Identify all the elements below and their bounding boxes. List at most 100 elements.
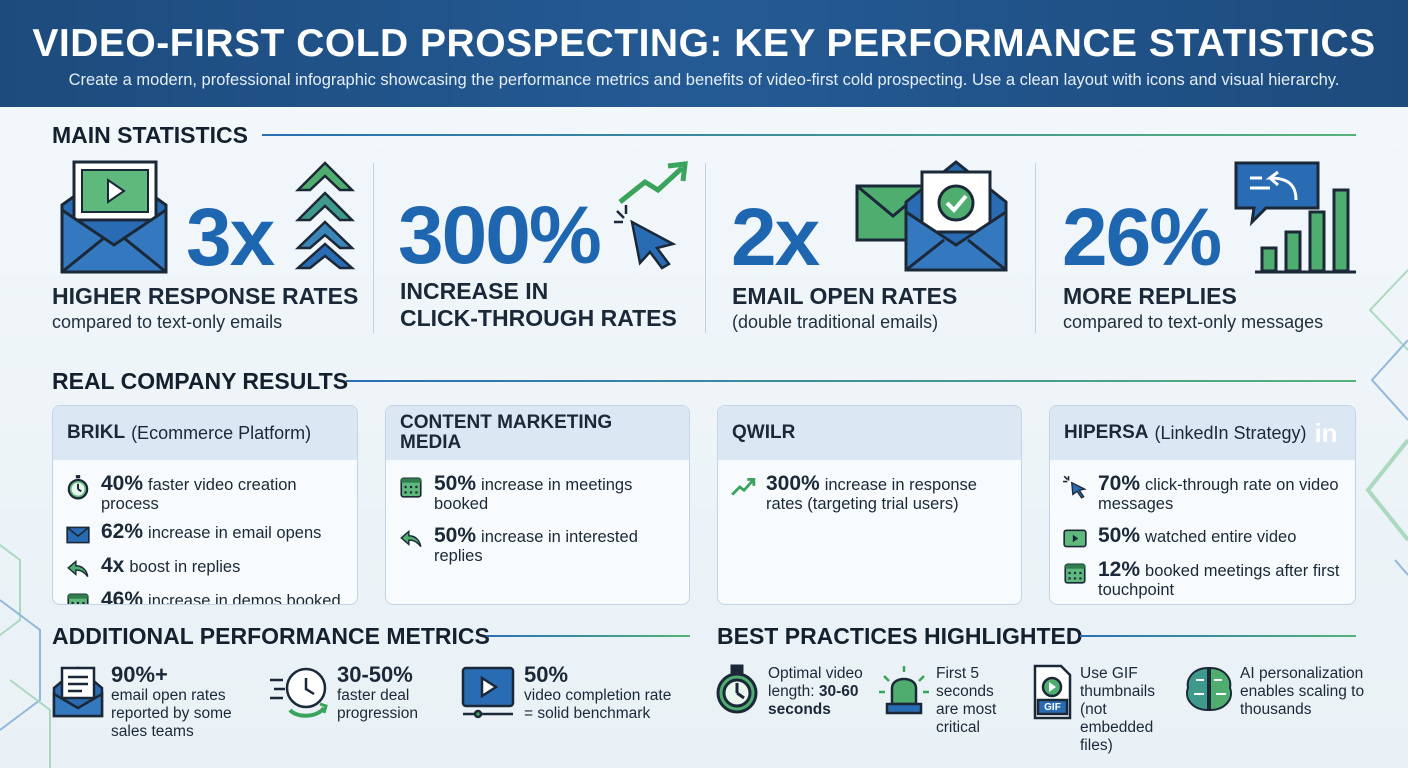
gif-file-icon — [1033, 664, 1072, 720]
practice: AI personalization enables scaling to th… — [1240, 665, 1365, 718]
result: 50% watched entire video — [1062, 524, 1341, 552]
company-detail: (LinkedIn Strategy) — [1154, 422, 1307, 443]
result-value: 12% — [1098, 558, 1141, 581]
gif-label: GIF — [1044, 702, 1061, 713]
envelopes-check-icon — [855, 160, 1008, 272]
stopwatch-icon — [716, 664, 758, 714]
linkedin-text: in — [1314, 418, 1338, 448]
result: 12% booked meetings after first touchpoin… — [1062, 558, 1341, 600]
section-heading: BEST PRACTICES HIGHLIGHTED — [717, 623, 1083, 649]
result: 46% increase in demos booked — [65, 588, 343, 605]
result: 70% click-through rate on video messages — [1062, 472, 1341, 514]
result: 62% increase in email opens — [65, 521, 343, 548]
card-header: QWILR — [718, 406, 1021, 460]
stat-value: 26% — [1062, 192, 1222, 283]
icon — [398, 474, 424, 500]
open-mail-icon — [52, 666, 104, 718]
stat-note: compared to text-only emails — [52, 312, 283, 332]
company-card: QWILR 300% increase in response rates (ta… — [717, 405, 1022, 605]
stat-label: INCREASE IN CLICK-THROUGH RATES — [400, 278, 677, 332]
video-envelope-icon — [60, 160, 168, 274]
stat-label: EMAIL OPEN RATES — [732, 283, 957, 310]
company-name: QWILR — [732, 422, 796, 443]
practice-text: Optimal video length: — [768, 665, 863, 700]
result-text: increase in interested replies — [434, 528, 638, 565]
company-name: CONTENT MARKETING MEDIA — [400, 412, 613, 453]
stat-label-line: MORE REPLIES — [1063, 283, 1237, 309]
icon — [730, 474, 756, 500]
video-player-icon — [461, 666, 515, 719]
company-name: HIPERSA — [1064, 422, 1149, 443]
result-value: 4x — [101, 554, 125, 577]
icon — [65, 474, 91, 500]
heading-rule — [486, 635, 690, 637]
result: 300% increase in response rates (targetin… — [730, 472, 1007, 514]
result: 4x boost in replies — [65, 554, 343, 582]
result: 50% increase in interested replies — [398, 524, 675, 566]
stat-label-line: INCREASE IN — [400, 278, 549, 304]
result-text: watched entire video — [1145, 528, 1297, 546]
icon — [398, 526, 424, 552]
brain-icon — [1186, 666, 1232, 712]
icon — [1062, 474, 1088, 500]
result-value: 70% — [1098, 472, 1141, 495]
company-card: CONTENT MARKETING MEDIA 50% increase in m… — [385, 405, 690, 605]
result-text: increase in meetings booked — [434, 476, 633, 513]
stat-note: (double traditional emails) — [732, 312, 939, 332]
result-text: boost in replies — [129, 558, 241, 576]
stat-label-line: EMAIL OPEN RATES — [732, 283, 958, 309]
stat-label: MORE REPLIES — [1063, 283, 1237, 310]
result-text: faster video creation process — [101, 476, 297, 513]
subtitle: Create a modern, professional infographi… — [68, 71, 1340, 89]
result-text: increase in email opens — [148, 524, 322, 542]
result-value: 46% — [101, 588, 144, 605]
practice: Use GIF thumbnails (not embedded files) — [1080, 665, 1155, 754]
card-header: BRIKL (Ecommerce Platform) — [53, 406, 357, 460]
up-arrows-icon — [294, 161, 356, 270]
metric: 90%+ email open rates reported by some sa… — [111, 663, 251, 741]
metric-text: email open rates reported by some sales … — [111, 687, 232, 740]
trend-cursor-icon — [614, 161, 688, 270]
result-text: booked meetings after first touchpoint — [1098, 562, 1340, 599]
stat-label-line: HIGHER RESPONSE RATES — [52, 283, 359, 309]
card-header: HIPERSA (LinkedIn Strategy) — [1050, 406, 1355, 460]
icon — [1062, 560, 1088, 586]
stat-value: 3x — [186, 192, 275, 283]
metric-value: 30-50% — [337, 662, 413, 687]
section-heading: REAL COMPANY RESULTS — [52, 368, 349, 394]
result-value: 50% — [1098, 524, 1141, 547]
metric-value: 50% — [524, 662, 569, 687]
metric-text: faster deal progression — [337, 687, 418, 722]
section-heading: ADDITIONAL PERFORMANCE METRICS — [52, 623, 490, 649]
section-heading: MAIN STATISTICS — [52, 122, 248, 148]
metric: 30-50% faster deal progression — [337, 663, 447, 723]
result-value: 50% — [434, 472, 477, 495]
divider — [373, 163, 374, 333]
icon — [1062, 526, 1088, 552]
alarm-light-icon — [879, 666, 929, 715]
result: 50% increase in meetings booked — [398, 472, 675, 514]
result-value: 300% — [766, 472, 820, 495]
header-band — [0, 0, 1408, 107]
stat-value: 2x — [731, 192, 820, 283]
divider — [1035, 163, 1036, 333]
practice: First 5 seconds are most critical — [936, 665, 997, 736]
result: 40% faster video creation process — [65, 472, 343, 514]
result-text: increase in response rates (targeting tr… — [766, 476, 977, 513]
heading-rule — [346, 380, 1356, 382]
hexagons — [0, 269, 1408, 768]
stat-note: compared to text-only messages — [1063, 312, 1324, 332]
result-value: 50% — [434, 524, 477, 547]
stat-value: 300% — [398, 190, 602, 281]
result-value: 40% — [101, 472, 144, 495]
divider — [705, 163, 706, 333]
company-card: BRIKL (Ecommerce Platform) 40% faster vide… — [52, 405, 358, 605]
card-header: CONTENT MARKETING MEDIA — [386, 406, 689, 460]
chat-bars-icon — [1234, 161, 1356, 274]
result-text: increase in demos booked — [148, 592, 341, 605]
stat-label: HIGHER RESPONSE RATES — [52, 283, 358, 310]
practice-emphasis: 30-60 seconds — [768, 683, 859, 718]
company-card: HIPERSA (LinkedIn Strategy) 70% click-thro… — [1049, 405, 1356, 605]
